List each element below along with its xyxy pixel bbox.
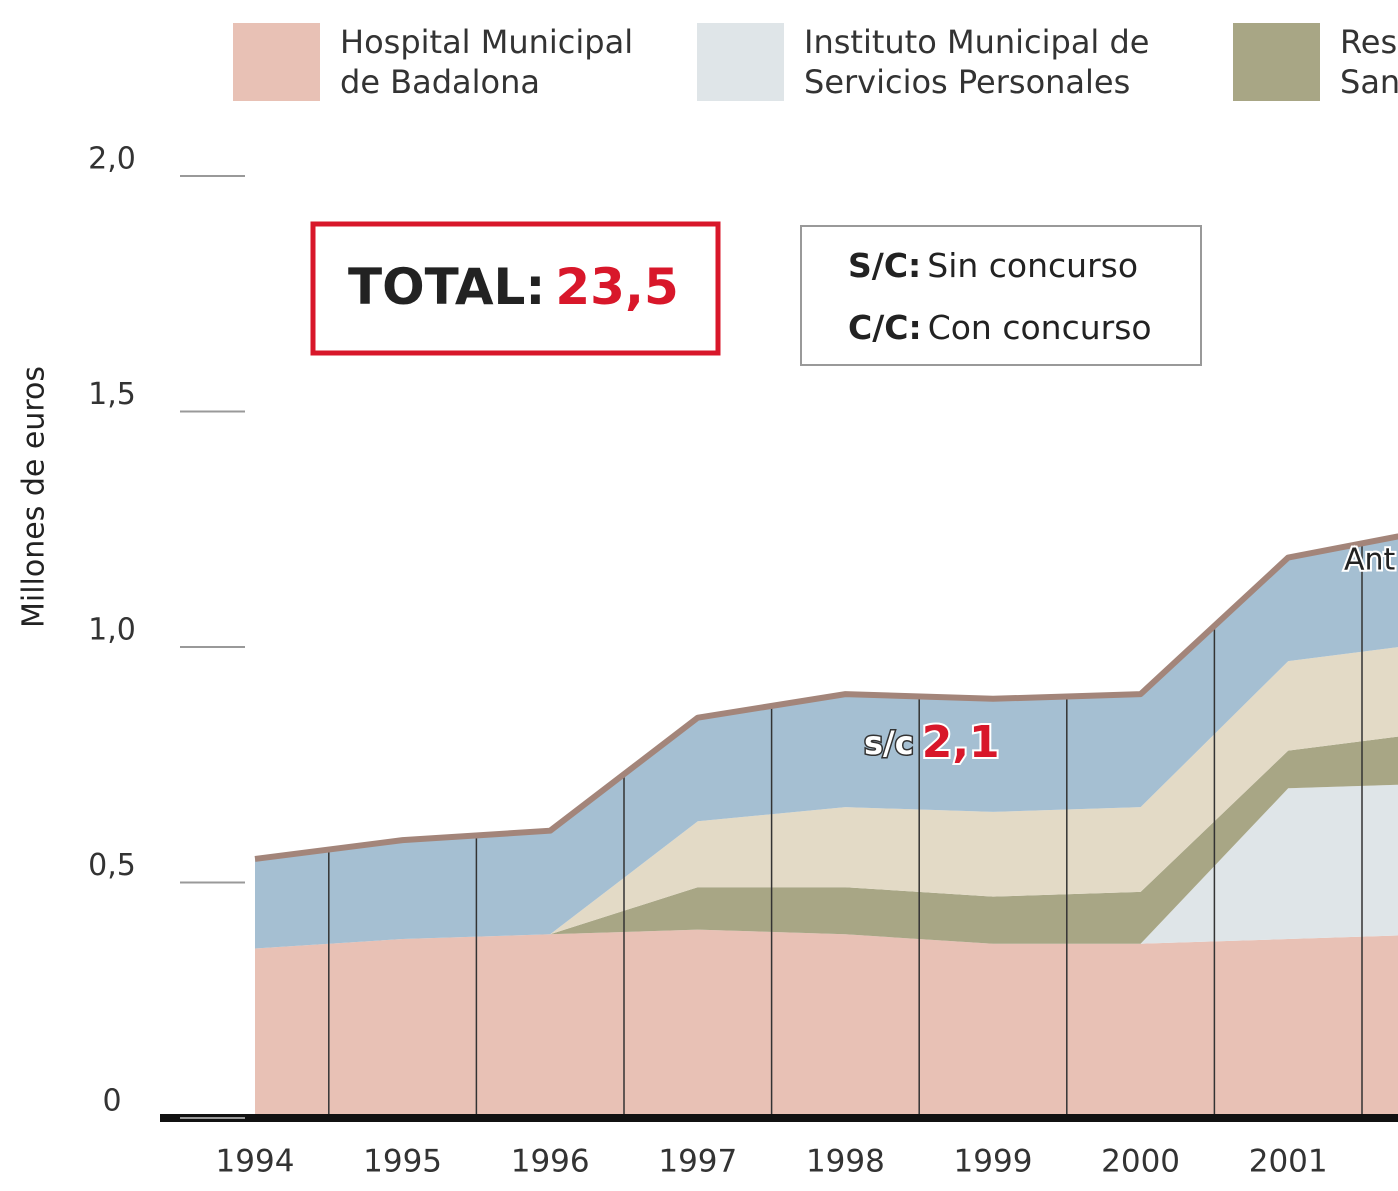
x-tick-label: 1996 [511, 1144, 590, 1180]
legend-item: Res San [1233, 22, 1398, 102]
key-abbr: S/C: [848, 246, 921, 285]
annotation: s/c 2,1 [864, 717, 1000, 768]
areas [255, 536, 1398, 1118]
legend-item: Hospital Municipal de Badalona [233, 22, 680, 102]
overlay: 1994 1995 1996 1997 1998 1999 2000 2001 2002 [160, 533, 1398, 1180]
y-tick-label: 0 [102, 1084, 121, 1119]
key-abbr: C/C: [848, 308, 922, 347]
x-tick-label: 1994 [216, 1144, 295, 1180]
x-tick-label: 2000 [1101, 1144, 1180, 1180]
y-tick-label: 1,5 [88, 377, 136, 412]
total: TOTAL: 23,5 [348, 258, 679, 316]
key-row: S/C: Sin concurso [848, 246, 1138, 285]
legend-label: Hospital Municipal de Badalona [340, 23, 634, 101]
x-tick-label: 1999 [954, 1144, 1033, 1180]
total-box [310, 221, 721, 356]
area [255, 784, 1398, 949]
total-label: TOTAL: [348, 258, 545, 316]
area [255, 647, 1398, 949]
annotation: Ant [1344, 543, 1396, 578]
y-tick-label: 0,5 [88, 848, 136, 883]
legend-swatch [1233, 23, 1320, 101]
key-row: C/C: Con concurso [848, 308, 1152, 347]
x-tick-label: 1997 [658, 1144, 737, 1180]
key-box [800, 225, 1202, 366]
legend-swatch [697, 23, 784, 101]
x-tick-label: 1995 [363, 1144, 442, 1180]
x-tick-label: 2001 [1249, 1144, 1328, 1180]
legend-item: Instituto Municipal de Servicios Persona… [697, 22, 1184, 102]
key-text: Sin concurso [927, 246, 1138, 285]
total-value: 23,5 [555, 258, 678, 316]
annotation-prefix: s/c [864, 724, 914, 762]
y-axis-label: Millones de euros [17, 366, 52, 628]
area [255, 736, 1398, 949]
y-tick-label: 2,0 [88, 142, 136, 177]
area [255, 536, 1398, 949]
legend-label: Res San [1340, 23, 1398, 101]
y-tick-label: 1,0 [88, 613, 136, 648]
x-tick-label: 1998 [806, 1144, 885, 1180]
area [255, 929, 1398, 1118]
legend-swatch [233, 23, 320, 101]
annotation-value: 2,1 [922, 717, 1000, 768]
key-text: Con concurso [928, 308, 1152, 347]
total-line [254, 533, 1398, 862]
legend-label: Instituto Municipal de Servicios Persona… [804, 23, 1150, 101]
x-tick-label: 2002 [1396, 1144, 1398, 1180]
